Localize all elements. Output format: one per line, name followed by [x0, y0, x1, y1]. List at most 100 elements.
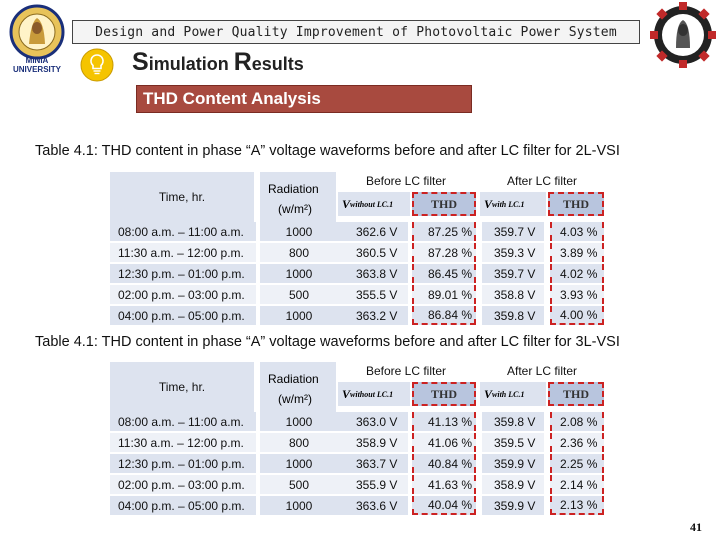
cell-time: 08:00 a.m. – 11:00 a.m.	[110, 222, 256, 241]
header-thd-before: THD	[412, 192, 476, 216]
cell-thd-before: 41.06 %	[412, 433, 476, 452]
table-row: 04:00 p.m. – 05:00 p.m. 1000 363.6 V 40.04 …	[110, 496, 604, 517]
title-part-1: imulation	[148, 54, 234, 74]
cell-time: 12:30 p.m. – 01:00 p.m.	[110, 454, 256, 473]
slide-title: Simulation Results	[132, 48, 304, 77]
cell-radiation: 1000	[260, 412, 338, 431]
cell-voltage-before: 363.2 V	[338, 306, 408, 325]
cell-voltage-after: 359.7 V	[482, 222, 544, 241]
table-row: 12:30 p.m. – 01:00 p.m. 1000 363.7 V 40.84 …	[110, 454, 604, 475]
cell-voltage-after: 358.8 V	[482, 285, 544, 304]
header-radiation: Radiation (w/m²)	[260, 172, 336, 222]
cell-thd-after: 2.08 %	[550, 412, 604, 431]
header-before-label: Before LC filter	[365, 174, 447, 188]
section-heading: THD Content Analysis	[143, 89, 321, 108]
cell-voltage-before: 363.0 V	[338, 412, 408, 431]
cell-thd-after: 2.13 %	[550, 496, 604, 515]
table-row: 11:30 a.m. – 12:00 p.m. 800 360.5 V 87.28 %…	[110, 243, 604, 264]
header-before-label: Before LC filter	[365, 364, 447, 378]
header-thd-before: THD	[412, 382, 476, 406]
cell-time: 08:00 a.m. – 11:00 a.m.	[110, 412, 256, 431]
cell-time: 04:00 p.m. – 05:00 p.m.	[110, 496, 256, 515]
cell-thd-before: 86.45 %	[412, 264, 476, 283]
table-row: 02:00 p.m. – 03:00 p.m. 500 355.9 V 41.63 %…	[110, 475, 604, 496]
table-body: 08:00 a.m. – 11:00 a.m. 1000 362.6 V 87.25 …	[110, 222, 604, 327]
cell-thd-after: 4.02 %	[550, 264, 604, 283]
header-radiation-unit: (w/m²)	[278, 392, 312, 406]
cell-voltage-after: 359.8 V	[482, 306, 544, 325]
cell-voltage-after: 359.7 V	[482, 264, 544, 283]
cell-voltage-after: 359.9 V	[482, 454, 544, 473]
cell-time: 11:30 a.m. – 12:00 p.m.	[110, 433, 256, 452]
cell-thd-after: 4.00 %	[550, 306, 604, 325]
cell-thd-before: 89.01 %	[412, 285, 476, 304]
cell-voltage-before: 355.9 V	[338, 475, 408, 494]
table-row: 04:00 p.m. – 05:00 p.m. 1000 363.2 V 86.84 …	[110, 306, 604, 327]
cell-thd-after: 2.36 %	[550, 433, 604, 452]
table-body: 08:00 a.m. – 11:00 a.m. 1000 363.0 V 41.13 …	[110, 412, 604, 517]
header-after-label: After LC filter	[506, 174, 578, 188]
header-time: Time, hr.	[110, 172, 254, 222]
header-thd-after: THD	[548, 382, 604, 406]
cell-thd-after: 2.25 %	[550, 454, 604, 473]
table-row: 02:00 p.m. – 03:00 p.m. 500 355.5 V 89.01 %…	[110, 285, 604, 306]
cell-radiation: 500	[260, 475, 338, 494]
cell-time: 02:00 p.m. – 03:00 p.m.	[110, 475, 256, 494]
cell-radiation: 800	[260, 433, 338, 452]
header-thd-after: THD	[548, 192, 604, 216]
header-radiation-unit: (w/m²)	[278, 202, 312, 216]
table-row: 11:30 a.m. – 12:00 p.m. 800 358.9 V 41.06 %…	[110, 433, 604, 454]
cell-thd-before: 87.28 %	[412, 243, 476, 262]
cell-thd-before: 87.25 %	[412, 222, 476, 241]
presentation-banner: Design and Power Quality Improvement of …	[72, 20, 640, 44]
cell-radiation: 1000	[260, 454, 338, 473]
cell-thd-before: 41.63 %	[412, 475, 476, 494]
cell-voltage-after: 359.3 V	[482, 243, 544, 262]
table-header: Time, hr. Radiation (w/m²) Before LC fil…	[110, 362, 604, 412]
title-part-2: esults	[251, 54, 304, 74]
cell-voltage-before: 363.6 V	[338, 496, 408, 515]
cell-radiation: 1000	[260, 306, 338, 325]
table-row: 08:00 a.m. – 11:00 a.m. 1000 362.6 V 87.25 …	[110, 222, 604, 243]
cell-time: 12:30 p.m. – 01:00 p.m.	[110, 264, 256, 283]
title-initial-r: R	[233, 48, 252, 76]
cell-voltage-before: 360.5 V	[338, 243, 408, 262]
cell-thd-after: 3.89 %	[550, 243, 604, 262]
cell-radiation: 800	[260, 243, 338, 262]
cell-voltage-before: 363.7 V	[338, 454, 408, 473]
faculty-gear-logo	[650, 2, 716, 68]
lightbulb-icon	[80, 48, 114, 82]
header-radiation-label: Radiation	[268, 372, 319, 386]
cell-voltage-before: 355.5 V	[338, 285, 408, 304]
thd-table-2l-vsi: Time, hr. Radiation (w/m²) Before LC fil…	[110, 172, 604, 327]
cell-thd-before: 86.84 %	[412, 306, 476, 325]
table2-caption: Table 4.1: THD content in phase “A” volt…	[35, 334, 620, 350]
cell-thd-before: 41.13 %	[412, 412, 476, 431]
table-row: 08:00 a.m. – 11:00 a.m. 1000 363.0 V 41.13 …	[110, 412, 604, 433]
cell-thd-after: 4.03 %	[550, 222, 604, 241]
cell-radiation: 500	[260, 285, 338, 304]
cell-time: 11:30 a.m. – 12:00 p.m.	[110, 243, 256, 262]
cell-radiation: 1000	[260, 222, 338, 241]
cell-voltage-before: 362.6 V	[338, 222, 408, 241]
cell-voltage-after: 359.9 V	[482, 496, 544, 515]
banner-text: Design and Power Quality Improvement of …	[95, 24, 617, 40]
cell-voltage-after: 358.9 V	[482, 475, 544, 494]
page-number: 41	[690, 520, 702, 534]
table-row: 12:30 p.m. – 01:00 p.m. 1000 363.8 V 86.45 …	[110, 264, 604, 285]
title-initial-s: S	[132, 48, 149, 76]
header-radiation: Radiation (w/m²)	[260, 362, 336, 412]
cell-voltage-after: 359.8 V	[482, 412, 544, 431]
cell-thd-after: 2.14 %	[550, 475, 604, 494]
cell-voltage-before: 363.8 V	[338, 264, 408, 283]
cell-time: 04:00 p.m. – 05:00 p.m.	[110, 306, 256, 325]
table1-caption: Table 4.1: THD content in phase “A” volt…	[35, 143, 620, 159]
